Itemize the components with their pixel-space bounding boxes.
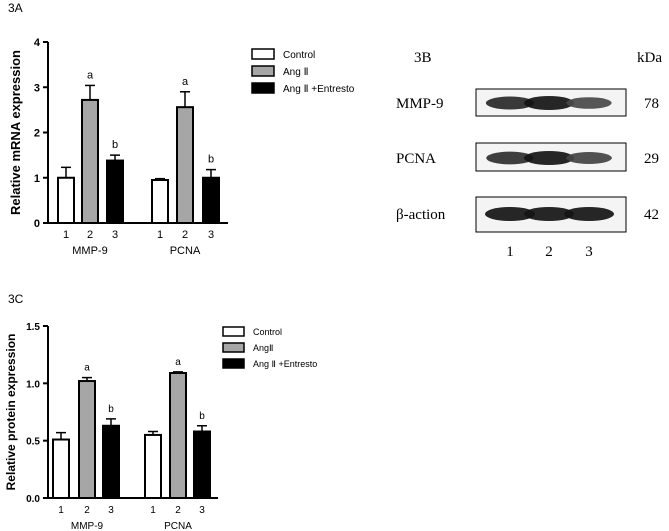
x-tick-label: 1: [58, 505, 64, 516]
legend-label: Control: [283, 50, 315, 61]
blot-band: [485, 207, 535, 221]
y-tick-label: 0: [34, 218, 40, 230]
group-label: PCNA: [164, 521, 192, 531]
y-tick-label: 3: [34, 82, 40, 94]
panel-label-3b: 3B: [414, 50, 432, 66]
group-label: MMP-9: [72, 245, 107, 257]
group-label: MMP-9: [71, 521, 104, 531]
bar: [202, 176, 220, 224]
lane-label: 3: [585, 244, 593, 260]
blot-band: [566, 97, 612, 109]
blot-band: [485, 96, 535, 110]
kda-value: 42: [644, 207, 659, 223]
significance-letter: a: [87, 69, 94, 81]
legend-swatch: [251, 48, 275, 60]
x-tick-label: 3: [112, 229, 118, 241]
chart-3c: 0.0 0.5 1.0 1.5 Relative protein expression 1…: [4, 322, 317, 531]
bar: [52, 438, 70, 499]
x-tick-label: 1: [63, 229, 69, 241]
legend-label: Ang Ⅱ +Entresto: [283, 84, 355, 95]
blot-row-label: β-action: [396, 207, 446, 223]
legend-label: Ang Ⅱ: [283, 67, 309, 78]
y-tick-label: 0.0: [26, 494, 40, 505]
blot-band: [524, 96, 574, 110]
blot-band: [486, 151, 534, 165]
y-tick-label: 1.0: [26, 379, 40, 390]
bar: [78, 380, 96, 500]
blot-row-label: PCNA: [396, 151, 436, 167]
significance-letter: a: [175, 357, 181, 368]
x-tick-label: 3: [108, 505, 114, 516]
blot-row-label: MMP-9: [396, 96, 444, 112]
group-label: PCNA: [170, 245, 201, 257]
legend-label: Ang Ⅱ +Entresto: [253, 359, 317, 369]
significance-letter: a: [182, 76, 189, 88]
x-tick-label: 3: [208, 229, 214, 241]
x-tick-label: 2: [87, 229, 93, 241]
x-tick-label: 1: [150, 505, 156, 516]
lane-label: 1: [506, 244, 514, 260]
x-tick-label: 2: [182, 229, 188, 241]
kda-unit-label: kDa: [637, 50, 662, 66]
bar: [81, 98, 99, 224]
kda-value: 78: [644, 96, 659, 112]
legend-swatch: [222, 358, 245, 369]
blot-band: [566, 152, 612, 164]
x-tick-label: 2: [84, 505, 90, 516]
significance-letter: b: [112, 139, 118, 151]
x-tick-label: 1: [157, 229, 163, 241]
bar: [144, 433, 162, 499]
legend-swatch: [222, 342, 245, 353]
kda-value: 29: [644, 151, 659, 167]
bar: [193, 430, 211, 500]
y-tick-label: 1.5: [26, 322, 40, 333]
panel-label-3c: 3C: [8, 292, 24, 306]
bar: [57, 176, 75, 224]
significance-letter: b: [208, 154, 214, 166]
bar: [102, 424, 120, 500]
significance-letter: a: [84, 363, 90, 374]
legend-label: AngⅡ: [253, 343, 273, 353]
lane-label: 2: [545, 244, 553, 260]
x-tick-label: 2: [175, 505, 181, 516]
legend-swatch: [251, 82, 275, 94]
significance-letter: b: [199, 411, 205, 422]
x-tick-label: 3: [199, 505, 205, 516]
blot-band: [564, 207, 614, 221]
bar: [106, 159, 124, 224]
panel-label-3a: 3A: [8, 1, 23, 15]
bar: [169, 372, 187, 499]
y-tick-label: 2: [34, 128, 40, 140]
y-tick-label: 1: [34, 173, 40, 185]
legend-label: Control: [253, 327, 282, 337]
legend-swatch: [251, 65, 275, 77]
bar: [151, 179, 169, 224]
significance-letter: b: [108, 404, 114, 415]
blot-band: [524, 151, 574, 165]
bar: [176, 106, 194, 224]
y-axis-label: Relative protein expression: [4, 334, 18, 491]
blot-band: [524, 207, 574, 221]
y-tick-label: 4: [34, 37, 41, 49]
y-tick-label: 0.5: [26, 437, 40, 448]
western-blot-3b: kDa MMP-9 78 PCNA 29 β-action 42 1 2 3: [396, 50, 662, 260]
y-axis-label: Relative mRNA expression: [8, 50, 23, 215]
legend-swatch: [222, 326, 245, 337]
